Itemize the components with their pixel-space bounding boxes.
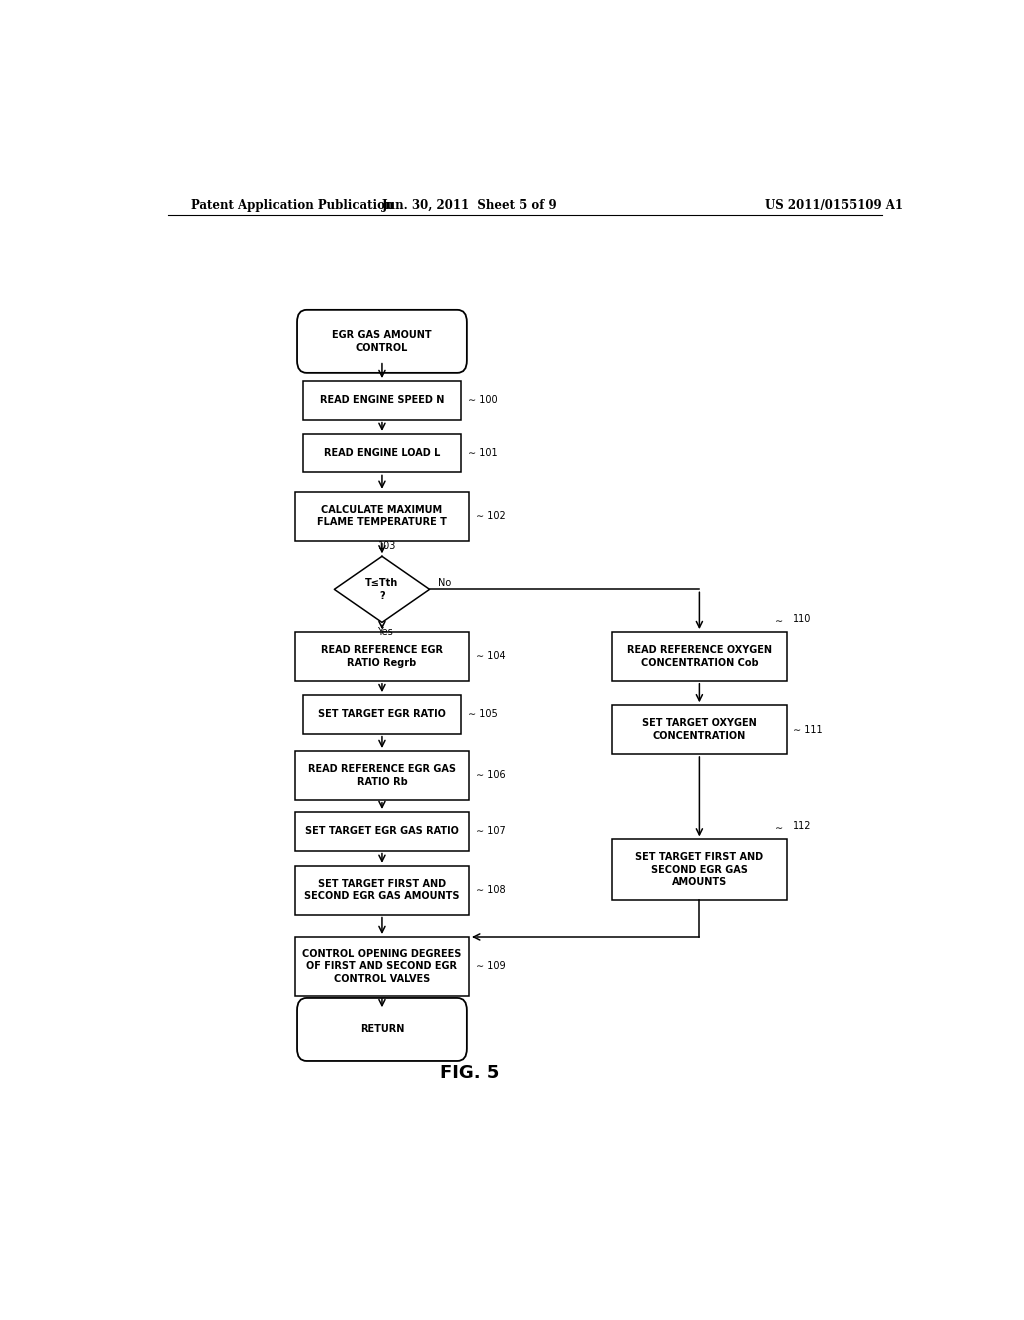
Text: ∼ 104: ∼ 104 xyxy=(475,652,505,661)
Text: Yes: Yes xyxy=(377,627,393,638)
Text: ∼ 111: ∼ 111 xyxy=(793,725,822,735)
Text: Jun. 30, 2011  Sheet 5 of 9: Jun. 30, 2011 Sheet 5 of 9 xyxy=(381,198,557,211)
Text: SET TARGET FIRST AND
SECOND EGR GAS AMOUNTS: SET TARGET FIRST AND SECOND EGR GAS AMOU… xyxy=(304,879,460,902)
Text: ∼ 101: ∼ 101 xyxy=(468,449,498,458)
FancyBboxPatch shape xyxy=(303,381,462,420)
Text: ∼ 100: ∼ 100 xyxy=(468,395,498,405)
Text: READ ENGINE LOAD L: READ ENGINE LOAD L xyxy=(324,449,440,458)
FancyBboxPatch shape xyxy=(295,866,469,915)
Text: 110: 110 xyxy=(793,614,811,624)
Text: READ REFERENCE OXYGEN
CONCENTRATION Cob: READ REFERENCE OXYGEN CONCENTRATION Cob xyxy=(627,645,772,668)
Text: 103: 103 xyxy=(378,541,396,552)
Text: ∼: ∼ xyxy=(774,616,782,626)
Text: ∼ 106: ∼ 106 xyxy=(475,771,505,780)
Text: ∼ 108: ∼ 108 xyxy=(475,886,505,895)
Text: READ REFERENCE EGR
RATIO Regrb: READ REFERENCE EGR RATIO Regrb xyxy=(321,645,443,668)
FancyBboxPatch shape xyxy=(612,840,786,900)
Text: ∼ 102: ∼ 102 xyxy=(475,511,506,521)
FancyBboxPatch shape xyxy=(612,705,786,754)
Text: SET TARGET EGR GAS RATIO: SET TARGET EGR GAS RATIO xyxy=(305,826,459,837)
Text: EGR GAS AMOUNT
CONTROL: EGR GAS AMOUNT CONTROL xyxy=(332,330,432,352)
Text: No: No xyxy=(437,578,451,589)
Text: SET TARGET FIRST AND
SECOND EGR GAS
AMOUNTS: SET TARGET FIRST AND SECOND EGR GAS AMOU… xyxy=(635,853,764,887)
Text: CONTROL OPENING DEGREES
OF FIRST AND SECOND EGR
CONTROL VALVES: CONTROL OPENING DEGREES OF FIRST AND SEC… xyxy=(302,949,462,983)
Text: ∼ 105: ∼ 105 xyxy=(468,709,498,719)
Text: US 2011/0155109 A1: US 2011/0155109 A1 xyxy=(765,198,903,211)
Text: 112: 112 xyxy=(793,821,812,832)
FancyBboxPatch shape xyxy=(295,812,469,850)
FancyBboxPatch shape xyxy=(303,434,462,473)
FancyBboxPatch shape xyxy=(295,492,469,541)
FancyBboxPatch shape xyxy=(295,937,469,995)
FancyBboxPatch shape xyxy=(297,310,467,372)
Text: READ REFERENCE EGR GAS
RATIO Rb: READ REFERENCE EGR GAS RATIO Rb xyxy=(308,764,456,787)
Text: SET TARGET EGR RATIO: SET TARGET EGR RATIO xyxy=(318,709,445,719)
Text: ∼: ∼ xyxy=(774,824,782,833)
Text: Patent Application Publication: Patent Application Publication xyxy=(191,198,394,211)
FancyBboxPatch shape xyxy=(612,632,786,681)
Text: SET TARGET OXYGEN
CONCENTRATION: SET TARGET OXYGEN CONCENTRATION xyxy=(642,718,757,741)
Text: ∼ 109: ∼ 109 xyxy=(475,961,505,972)
Text: RETURN: RETURN xyxy=(359,1024,404,1035)
FancyBboxPatch shape xyxy=(297,998,467,1061)
FancyBboxPatch shape xyxy=(303,696,462,734)
Text: READ ENGINE SPEED N: READ ENGINE SPEED N xyxy=(319,395,444,405)
FancyBboxPatch shape xyxy=(295,632,469,681)
Polygon shape xyxy=(334,556,430,623)
Text: FIG. 5: FIG. 5 xyxy=(439,1064,499,1082)
Text: ∼ 107: ∼ 107 xyxy=(475,826,506,837)
FancyBboxPatch shape xyxy=(295,751,469,800)
Text: T≤Tth
?: T≤Tth ? xyxy=(366,578,398,601)
Text: CALCULATE MAXIMUM
FLAME TEMPERATURE T: CALCULATE MAXIMUM FLAME TEMPERATURE T xyxy=(317,506,446,528)
